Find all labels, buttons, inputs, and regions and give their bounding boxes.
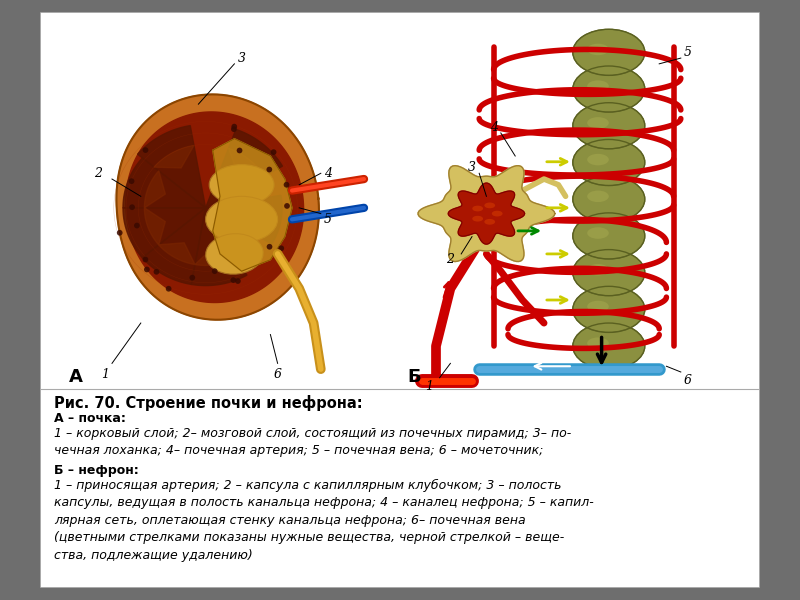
Polygon shape (142, 208, 206, 284)
Ellipse shape (587, 337, 609, 349)
Text: 2: 2 (94, 167, 102, 180)
Ellipse shape (235, 278, 241, 284)
Text: 1 – приносящая артерия; 2 – капсула с капиллярным клубочком; 3 – полость
капсулы: 1 – приносящая артерия; 2 – капсула с ка… (54, 479, 594, 562)
Ellipse shape (212, 268, 218, 274)
Text: 4: 4 (324, 167, 332, 180)
Text: А: А (69, 368, 82, 386)
Text: Б: Б (407, 368, 421, 386)
FancyBboxPatch shape (40, 12, 760, 588)
Ellipse shape (573, 250, 645, 296)
Text: 2: 2 (446, 253, 454, 266)
Polygon shape (123, 158, 206, 208)
Ellipse shape (134, 223, 140, 229)
Ellipse shape (142, 147, 148, 153)
Ellipse shape (573, 103, 645, 149)
Ellipse shape (587, 44, 609, 55)
Ellipse shape (154, 269, 159, 275)
Polygon shape (195, 248, 236, 265)
Ellipse shape (130, 205, 135, 210)
Ellipse shape (166, 286, 171, 292)
Ellipse shape (266, 167, 272, 172)
Text: А – почка:: А – почка: (54, 412, 126, 425)
Polygon shape (191, 208, 247, 286)
Text: 3: 3 (238, 52, 246, 65)
Ellipse shape (284, 182, 290, 188)
Polygon shape (138, 125, 206, 208)
Polygon shape (206, 130, 282, 208)
Text: 6: 6 (274, 368, 282, 382)
Text: 1: 1 (425, 380, 433, 393)
Polygon shape (206, 195, 282, 244)
Text: 6: 6 (684, 374, 692, 387)
Polygon shape (448, 183, 525, 244)
Text: 4: 4 (490, 121, 498, 134)
Ellipse shape (129, 178, 134, 184)
Ellipse shape (472, 216, 483, 221)
Ellipse shape (484, 219, 495, 224)
Ellipse shape (587, 80, 609, 92)
Ellipse shape (573, 29, 645, 76)
Ellipse shape (573, 286, 645, 332)
Ellipse shape (142, 257, 148, 262)
Ellipse shape (492, 211, 502, 217)
Polygon shape (229, 148, 264, 176)
Ellipse shape (587, 301, 609, 312)
Ellipse shape (587, 191, 609, 202)
Ellipse shape (117, 230, 122, 236)
Ellipse shape (231, 126, 237, 132)
Polygon shape (145, 208, 166, 245)
Ellipse shape (472, 206, 483, 211)
Ellipse shape (573, 139, 645, 185)
Ellipse shape (237, 148, 242, 154)
Text: 5: 5 (684, 46, 692, 59)
Polygon shape (154, 145, 194, 168)
Ellipse shape (587, 154, 609, 166)
Text: Б – нефрон:: Б – нефрон: (54, 464, 139, 477)
Ellipse shape (587, 117, 609, 128)
Text: 1: 1 (101, 368, 109, 382)
Polygon shape (145, 171, 166, 208)
Ellipse shape (573, 176, 645, 222)
Ellipse shape (206, 196, 278, 242)
Text: Рис. 70. Строение почки и нефрона:: Рис. 70. Строение почки и нефрона: (54, 395, 363, 411)
Ellipse shape (573, 66, 645, 112)
Polygon shape (123, 208, 206, 258)
Polygon shape (242, 199, 261, 234)
Ellipse shape (587, 264, 609, 275)
Text: 1 – корковый слой; 2– мозговой слой, состоящий из почечных пирамид; 3– по-
чечна: 1 – корковый слой; 2– мозговой слой, сос… (54, 427, 572, 457)
Ellipse shape (190, 275, 195, 281)
Polygon shape (158, 243, 195, 265)
Polygon shape (213, 139, 292, 271)
Ellipse shape (210, 164, 274, 205)
Text: 3: 3 (468, 161, 476, 174)
Ellipse shape (573, 213, 645, 259)
Ellipse shape (206, 233, 263, 274)
Ellipse shape (230, 277, 236, 283)
Polygon shape (418, 166, 555, 262)
Ellipse shape (573, 323, 645, 369)
Ellipse shape (587, 227, 609, 239)
Ellipse shape (144, 266, 150, 272)
Polygon shape (117, 94, 319, 320)
Ellipse shape (278, 245, 284, 251)
Ellipse shape (270, 149, 277, 155)
Ellipse shape (231, 124, 237, 130)
Polygon shape (126, 112, 303, 302)
Ellipse shape (266, 244, 272, 250)
Ellipse shape (284, 203, 290, 209)
Ellipse shape (484, 203, 495, 208)
Text: 5: 5 (324, 213, 332, 226)
